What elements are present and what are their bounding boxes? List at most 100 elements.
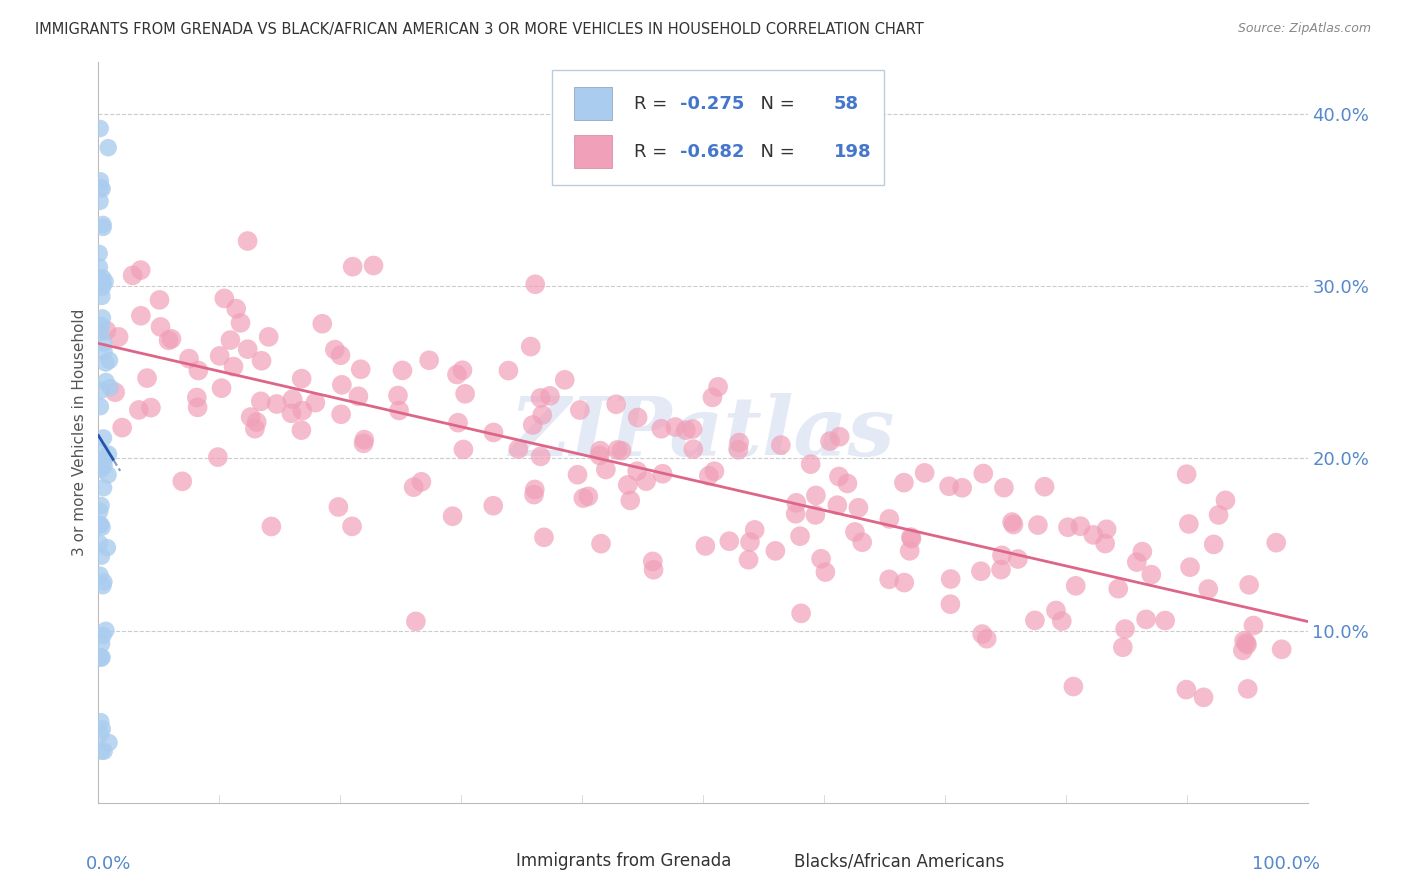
Text: 198: 198 bbox=[834, 143, 872, 161]
Point bbox=[290, 423, 312, 437]
Point bbox=[837, 476, 859, 491]
Point bbox=[524, 277, 547, 292]
Point bbox=[111, 420, 134, 434]
Point bbox=[482, 425, 505, 440]
Point bbox=[1033, 480, 1056, 494]
Point bbox=[990, 563, 1012, 577]
Point bbox=[695, 539, 717, 553]
Point bbox=[94, 375, 117, 389]
Text: Immigrants from Grenada: Immigrants from Grenada bbox=[516, 852, 731, 871]
Point bbox=[800, 457, 823, 471]
Point bbox=[1112, 640, 1135, 655]
Point bbox=[1192, 690, 1215, 705]
Point bbox=[589, 536, 612, 550]
Point bbox=[148, 293, 170, 307]
Point bbox=[281, 392, 304, 406]
Point bbox=[697, 468, 720, 483]
Point bbox=[790, 607, 813, 621]
Text: -0.682: -0.682 bbox=[681, 143, 745, 161]
Point bbox=[522, 417, 544, 432]
Point bbox=[1057, 520, 1080, 534]
Point bbox=[1007, 552, 1029, 566]
Point bbox=[90, 180, 112, 194]
Point bbox=[222, 359, 245, 374]
Point bbox=[236, 342, 259, 356]
Point bbox=[90, 727, 112, 741]
Point bbox=[239, 410, 262, 425]
Point bbox=[1140, 567, 1163, 582]
Point bbox=[291, 371, 314, 385]
Point bbox=[682, 442, 704, 457]
Point bbox=[900, 530, 922, 544]
Point bbox=[304, 395, 326, 409]
Text: N =: N = bbox=[749, 95, 800, 112]
Point bbox=[207, 450, 229, 464]
Point bbox=[877, 572, 900, 586]
Point bbox=[219, 333, 242, 347]
Point bbox=[1135, 612, 1157, 626]
Point bbox=[533, 530, 555, 544]
Point bbox=[311, 317, 333, 331]
Point bbox=[993, 481, 1015, 495]
Point bbox=[136, 371, 159, 385]
Point bbox=[139, 401, 162, 415]
Point bbox=[1178, 560, 1201, 574]
Point bbox=[89, 246, 111, 260]
Point bbox=[898, 544, 921, 558]
Point bbox=[737, 553, 759, 567]
Point bbox=[763, 544, 786, 558]
Point bbox=[702, 390, 724, 404]
Point bbox=[900, 532, 922, 546]
Point bbox=[187, 363, 209, 377]
Point bbox=[939, 572, 962, 586]
Text: -0.275: -0.275 bbox=[681, 95, 744, 112]
Text: R =: R = bbox=[634, 95, 673, 112]
Point bbox=[97, 141, 120, 155]
Point bbox=[1208, 508, 1230, 522]
Bar bbox=[574, 87, 613, 120]
Point bbox=[246, 415, 269, 429]
Point bbox=[93, 431, 115, 445]
Point bbox=[391, 363, 413, 377]
Point bbox=[914, 466, 936, 480]
Point bbox=[411, 475, 433, 489]
Point bbox=[96, 324, 118, 338]
Point bbox=[107, 330, 129, 344]
Text: ZIPatlas: ZIPatlas bbox=[510, 392, 896, 473]
FancyBboxPatch shape bbox=[551, 70, 884, 185]
Point bbox=[90, 714, 112, 729]
Point bbox=[266, 397, 288, 411]
Point bbox=[90, 744, 112, 758]
Point bbox=[1026, 518, 1049, 533]
Point bbox=[90, 637, 112, 651]
Point bbox=[848, 500, 870, 515]
Point bbox=[91, 220, 114, 235]
Point bbox=[91, 182, 114, 196]
Point bbox=[1154, 614, 1177, 628]
Point bbox=[727, 442, 749, 457]
Point bbox=[1236, 681, 1258, 696]
Point bbox=[350, 362, 373, 376]
Point bbox=[682, 422, 704, 436]
Point bbox=[347, 389, 370, 403]
Point bbox=[970, 564, 993, 578]
Point bbox=[291, 403, 314, 417]
Point bbox=[707, 380, 730, 394]
Point bbox=[104, 385, 127, 400]
Point bbox=[972, 627, 994, 641]
Point bbox=[529, 391, 551, 405]
Point bbox=[610, 443, 633, 458]
Point bbox=[1265, 535, 1288, 549]
Point bbox=[744, 523, 766, 537]
Text: Source: ZipAtlas.com: Source: ZipAtlas.com bbox=[1237, 22, 1371, 36]
Point bbox=[1001, 515, 1024, 529]
Text: 100.0%: 100.0% bbox=[1251, 855, 1320, 872]
Point bbox=[738, 535, 761, 549]
Point bbox=[1045, 603, 1067, 617]
Point bbox=[91, 280, 114, 294]
Point bbox=[828, 469, 851, 483]
Point bbox=[619, 493, 641, 508]
Point bbox=[93, 574, 115, 589]
Point bbox=[447, 416, 470, 430]
Point bbox=[90, 318, 112, 333]
